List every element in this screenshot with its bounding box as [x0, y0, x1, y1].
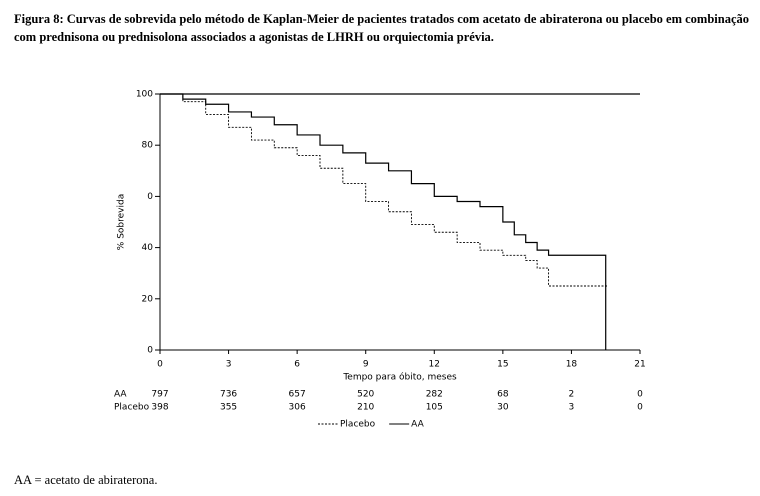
y-tick-label: 0: [147, 192, 153, 202]
legend-label: Placebo: [340, 420, 376, 430]
x-tick-label: 6: [294, 360, 300, 370]
x-tick-label: 12: [429, 360, 440, 370]
x-axis-label: Tempo para óbito, meses: [342, 372, 457, 383]
x-tick-label: 18: [566, 360, 578, 370]
footnote: AA = acetato de abiraterona.: [14, 473, 158, 487]
risk-count: 210: [357, 403, 374, 413]
risk-count: 398: [151, 403, 168, 413]
y-tick-label: 20: [142, 294, 154, 304]
risk-count: 2: [569, 390, 575, 400]
risk-count: 105: [426, 403, 443, 413]
survival-curve: [160, 93, 607, 350]
x-tick-label: 15: [497, 360, 508, 370]
x-tick-label: 9: [363, 360, 369, 370]
y-tick-label: 80: [142, 141, 154, 151]
risk-count: 306: [289, 403, 306, 413]
risk-count: 3: [569, 403, 575, 413]
figure-caption: Figura 8: Curvas de sobrevida pelo métod…: [14, 12, 749, 44]
y-tick-label: 40: [142, 243, 154, 253]
risk-count: 520: [357, 390, 374, 400]
x-tick-label: 3: [226, 360, 232, 370]
y-tick-label: 0: [147, 346, 153, 356]
chart: Tempo para óbito, meses % Sobrevida 0204…: [114, 90, 646, 430]
risk-row-label: Placebo: [114, 403, 150, 413]
risk-count: 0: [637, 390, 643, 400]
legend-label: AA: [411, 420, 424, 430]
risk-count: 282: [426, 390, 443, 400]
risk-count: 657: [289, 390, 306, 400]
risk-count: 797: [151, 390, 168, 400]
y-tick-label: 100: [136, 90, 153, 100]
x-tick-label: 21: [634, 360, 645, 370]
risk-row-label: AA: [114, 390, 127, 400]
survival-curve: [160, 93, 608, 287]
y-axis-label: % Sobrevida: [117, 194, 127, 250]
risk-count: 30: [497, 403, 509, 413]
risk-count: 0: [637, 403, 643, 413]
x-tick-label: 0: [157, 360, 163, 370]
risk-count: 355: [220, 403, 237, 413]
risk-count: 736: [220, 390, 237, 400]
risk-count: 68: [497, 390, 509, 400]
